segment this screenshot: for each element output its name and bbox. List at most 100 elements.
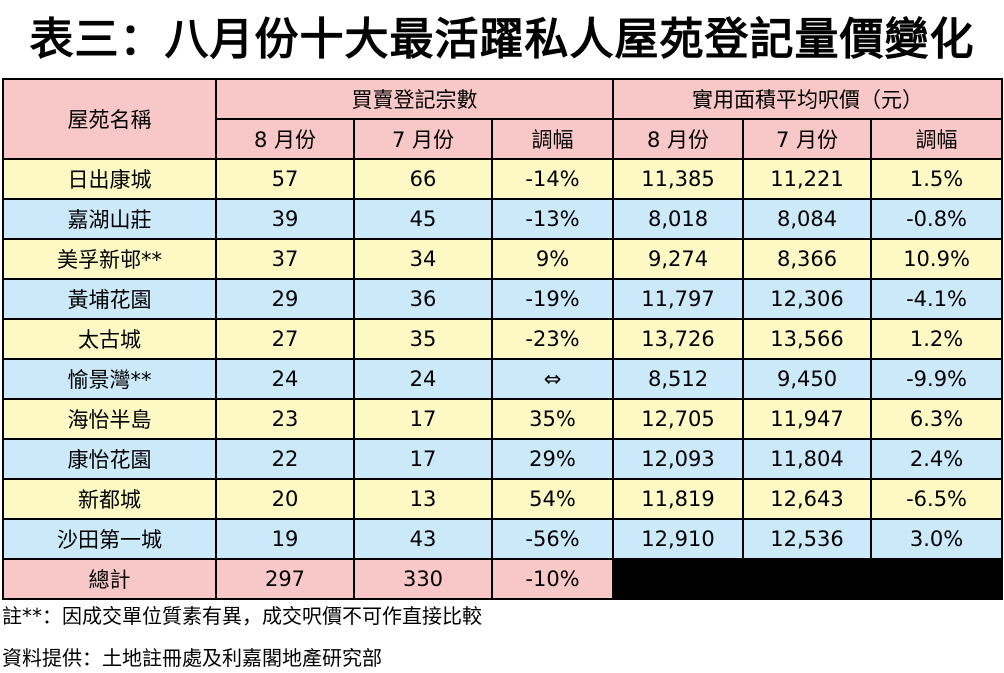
price-aug-cell: 9,274 [612, 238, 745, 280]
table-row: 嘉湖山莊 39 45 -13% 8,018 8,084 -0.8% [2, 198, 1004, 240]
table-row: 太古城 27 35 -23% 13,726 13,566 1.2% [2, 318, 1004, 360]
estate-name-cell: 愉景灣** [2, 358, 217, 400]
volume-aug-cell: 24 [215, 358, 355, 400]
volume-aug-cell: 27 [215, 318, 355, 360]
price-jul-cell: 11,804 [742, 438, 873, 480]
volume-aug-cell: 57 [215, 158, 355, 200]
table-row: 沙田第一城 19 43 -56% 12,910 12,536 3.0% [2, 518, 1004, 560]
volume-change-cell: 9% [490, 238, 615, 280]
price-change-cell: -4.1% [870, 278, 1004, 320]
volume-change-cell: 54% [490, 478, 615, 520]
estate-name-cell: 嘉湖山莊 [2, 198, 217, 240]
volume-jul-cell: 35 [353, 318, 493, 360]
header-volume-group: 買賣登記宗數 [214, 78, 615, 120]
price-jul-cell: 8,084 [742, 198, 873, 240]
table-row: 日出康城 57 66 -14% 11,385 11,221 1.5% [2, 158, 1004, 200]
volume-aug-cell: 39 [215, 198, 355, 240]
price-jul-cell: 11,221 [742, 158, 873, 200]
header-volume-change: 調幅 [490, 118, 615, 160]
price-aug-cell: 11,385 [612, 158, 745, 200]
volume-jul-cell: 45 [353, 198, 493, 240]
total-volume-aug: 297 [215, 558, 355, 600]
price-change-cell: 3.0% [870, 518, 1004, 560]
volume-jul-cell: 17 [353, 438, 493, 480]
total-blank-block [612, 558, 1004, 600]
volume-aug-cell: 37 [215, 238, 355, 280]
page-title: 表三：八月份十大最活躍私人屋苑登記量價變化 [29, 14, 975, 65]
table-row: 黃埔花園 29 36 -19% 11,797 12,306 -4.1% [2, 278, 1004, 320]
volume-aug-cell: 23 [215, 398, 355, 440]
volume-change-cell: -56% [490, 518, 615, 560]
header-price-change: 調幅 [870, 118, 1004, 160]
header-price-group: 實用面積平均呎價（元） [612, 78, 1004, 120]
total-volume-jul: 330 [353, 558, 493, 600]
header-price-aug: 8 月份 [612, 118, 745, 160]
price-jul-cell: 9,450 [742, 358, 873, 400]
volume-jul-cell: 24 [353, 358, 493, 400]
price-jul-cell: 12,643 [742, 478, 873, 520]
total-label: 總計 [2, 558, 217, 600]
price-change-cell: 6.3% [870, 398, 1004, 440]
volume-change-cell: -19% [490, 278, 615, 320]
header-volume-jul: 7 月份 [353, 118, 493, 160]
price-change-cell: -6.5% [870, 478, 1004, 520]
volume-jul-cell: 13 [353, 478, 493, 520]
volume-jul-cell: 17 [353, 398, 493, 440]
estate-name-cell: 康怡花園 [2, 438, 217, 480]
estate-table: 屋苑名稱 買賣登記宗數 實用面積平均呎價（元） 8 月份 7 月份 調幅 8 月… [2, 78, 1004, 600]
volume-change-cell: -14% [490, 158, 615, 200]
estate-name-cell: 沙田第一城 [2, 518, 217, 560]
table-row: 康怡花園 22 17 29% 12,093 11,804 2.4% [2, 438, 1004, 480]
estate-name-cell: 美孚新邨** [2, 238, 217, 280]
price-jul-cell: 8,366 [742, 238, 873, 280]
table-row: 新都城 20 13 54% 11,819 12,643 -6.5% [2, 478, 1004, 520]
volume-change-cell: ⇔ [490, 358, 615, 400]
price-aug-cell: 12,705 [612, 398, 745, 440]
price-change-cell: 2.4% [870, 438, 1004, 480]
estate-name-cell: 新都城 [2, 478, 217, 520]
price-change-cell: 10.9% [870, 238, 1004, 280]
volume-jul-cell: 36 [353, 278, 493, 320]
volume-jul-cell: 34 [353, 238, 493, 280]
volume-aug-cell: 20 [215, 478, 355, 520]
price-jul-cell: 12,536 [742, 518, 873, 560]
price-aug-cell: 11,797 [612, 278, 745, 320]
price-change-cell: -9.9% [870, 358, 1004, 400]
price-jul-cell: 13,566 [742, 318, 873, 360]
footnote: 註**：因成交單位質素有異，成交呎價不可作直接比較 [2, 604, 482, 628]
price-change-cell: 1.2% [870, 318, 1004, 360]
source-note: 資料提供：土地註冊處及利嘉閣地產研究部 [2, 646, 382, 670]
price-aug-cell: 12,093 [612, 438, 745, 480]
price-aug-cell: 8,512 [612, 358, 745, 400]
table-row: 美孚新邨** 37 34 9% 9,274 8,366 10.9% [2, 238, 1004, 280]
volume-change-cell: 29% [490, 438, 615, 480]
price-aug-cell: 12,910 [612, 518, 745, 560]
header-row-months: 8 月份 7 月份 調幅 8 月份 7 月份 調幅 [3, 118, 1004, 160]
price-aug-cell: 8,018 [612, 198, 745, 240]
volume-aug-cell: 29 [215, 278, 355, 320]
price-aug-cell: 13,726 [612, 318, 745, 360]
price-jul-cell: 12,306 [742, 278, 873, 320]
estate-name-cell: 海怡半島 [2, 398, 217, 440]
volume-aug-cell: 19 [215, 518, 355, 560]
estate-name-cell: 黃埔花園 [2, 278, 217, 320]
total-volume-change: -10% [490, 558, 615, 600]
header-row-groups: 屋苑名稱 買賣登記宗數 實用面積平均呎價（元） [2, 78, 1004, 160]
total-row: 總計 297 330 -10% [2, 558, 1004, 600]
price-change-cell: -0.8% [870, 198, 1004, 240]
volume-jul-cell: 66 [353, 158, 493, 200]
header-volume-aug: 8 月份 [215, 118, 355, 160]
price-change-cell: 1.5% [870, 158, 1004, 200]
volume-change-cell: -23% [490, 318, 615, 360]
volume-jul-cell: 43 [353, 518, 493, 560]
volume-change-cell: -13% [490, 198, 615, 240]
table-row: 愉景灣** 24 24 ⇔ 8,512 9,450 -9.9% [2, 358, 1004, 400]
price-aug-cell: 11,819 [612, 478, 745, 520]
table-row: 海怡半島 23 17 35% 12,705 11,947 6.3% [2, 398, 1004, 440]
volume-aug-cell: 22 [215, 438, 355, 480]
price-jul-cell: 11,947 [742, 398, 873, 440]
estate-name-cell: 太古城 [2, 318, 217, 360]
header-estate-name: 屋苑名稱 [2, 78, 217, 160]
estate-name-cell: 日出康城 [2, 158, 217, 200]
header-price-jul: 7 月份 [742, 118, 873, 160]
